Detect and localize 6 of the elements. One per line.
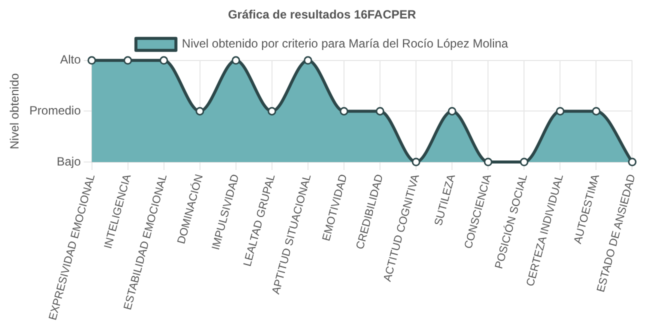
category-label: Promedio bbox=[29, 104, 81, 118]
category-label: Bajo bbox=[56, 154, 81, 168]
legend-label: Nivel obtenido por criterio para María del Rocío López Molina bbox=[182, 36, 508, 51]
chart-title: Gráfica de resultados 16FACPER bbox=[228, 8, 416, 22]
y-axis-title: Nivel obtenido bbox=[8, 72, 22, 150]
category-label: Alto bbox=[60, 52, 81, 67]
